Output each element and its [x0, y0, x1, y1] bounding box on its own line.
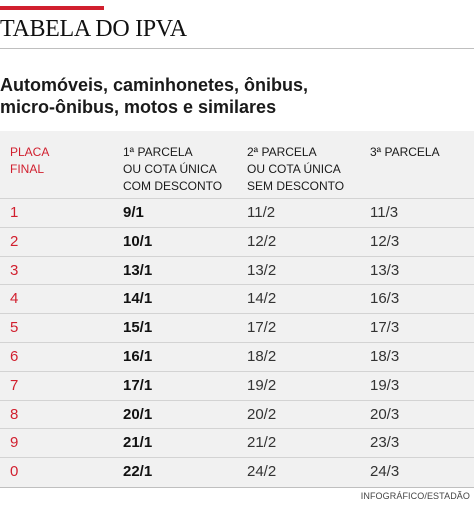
header-text: 2ª PARCELA — [247, 145, 317, 159]
parcela-3-cell: 12/3 — [370, 232, 400, 250]
parcela-1-cell: 16/1 — [123, 347, 153, 365]
parcela-3-cell: 13/3 — [370, 261, 400, 279]
header-placa-final: PLACA FINAL — [10, 144, 49, 178]
parcela-1-cell: 20/1 — [123, 405, 153, 423]
placa-final-cell: 9 — [10, 434, 19, 452]
parcela-2-cell: 19/2 — [247, 376, 277, 394]
header-text: SEM DESCONTO — [247, 179, 345, 193]
title-divider — [0, 48, 474, 49]
placa-final-cell: 6 — [10, 347, 19, 365]
placa-final-cell: 3 — [10, 261, 19, 279]
parcela-1-cell: 22/1 — [123, 463, 153, 481]
credit-line: INFOGRÁFICO/ESTADÃO — [360, 491, 470, 501]
parcela-3-cell: 24/3 — [370, 463, 400, 481]
parcela-1-cell: 13/1 — [123, 261, 153, 279]
table-row: 3 13/1 13/2 13/3 — [0, 255, 474, 285]
placa-final-cell: 0 — [10, 463, 19, 481]
parcela-2-cell: 17/2 — [247, 319, 277, 337]
parcela-3-cell: 17/3 — [370, 319, 400, 337]
accent-bar — [0, 6, 104, 10]
table-row: 9 21/1 21/2 23/3 — [0, 428, 474, 457]
header-text: OU COTA ÚNICA — [247, 162, 341, 176]
placa-final-cell: 5 — [10, 319, 19, 337]
parcela-3-cell: 20/3 — [370, 405, 400, 423]
parcela-1-cell: 9/1 — [123, 204, 144, 221]
parcela-2-cell: 24/2 — [247, 463, 277, 481]
table-subtitle: Automóveis, caminhonetes, ônibus, micro-… — [0, 74, 474, 118]
header-parcela-1: 1ª PARCELA OU COTA ÚNICA COM DESCONTO — [123, 144, 222, 195]
header-text: 1ª PARCELA — [123, 145, 193, 159]
parcela-2-cell: 14/2 — [247, 290, 277, 308]
header-parcela-2: 2ª PARCELA OU COTA ÚNICA SEM DESCONTO — [247, 144, 344, 195]
parcela-2-cell: 21/2 — [247, 434, 277, 452]
parcela-3-cell: 23/3 — [370, 434, 400, 452]
parcela-1-cell: 15/1 — [123, 319, 153, 337]
parcela-2-cell: 18/2 — [247, 347, 277, 365]
parcela-2-cell: 12/2 — [247, 232, 277, 250]
header-text: COM DESCONTO — [123, 179, 223, 193]
page-title: TABELA DO IPVA — [0, 16, 187, 42]
header-text: FINAL — [10, 162, 45, 176]
parcela-1-cell: 17/1 — [123, 376, 153, 394]
placa-final-cell: 8 — [10, 405, 19, 423]
table-row: 5 15/1 17/2 17/3 — [0, 313, 474, 342]
parcela-2-cell: 13/2 — [247, 261, 277, 279]
subtitle-line-1: Automóveis, caminhonetes, ônibus, — [0, 75, 309, 95]
table-row: 8 20/1 20/2 20/3 — [0, 399, 474, 429]
header-text: PLACA — [10, 145, 50, 159]
parcela-2-cell: 20/2 — [247, 405, 277, 423]
header-text: 3ª PARCELA — [370, 145, 440, 159]
table-row: 0 22/1 24/2 24/3 — [0, 457, 474, 486]
parcela-3-cell: 16/3 — [370, 290, 400, 308]
parcela-1-cell: 10/1 — [123, 232, 153, 250]
table-row: 2 10/1 12/2 12/3 — [0, 226, 474, 256]
parcela-3-cell: 19/3 — [370, 376, 400, 394]
placa-final-cell: 7 — [10, 376, 19, 394]
placa-final-cell: 2 — [10, 232, 19, 250]
subtitle-line-2: micro-ônibus, motos e similares — [0, 97, 277, 117]
header-parcela-3: 3ª PARCELA — [370, 144, 440, 161]
table-row: 6 16/1 18/2 18/3 — [0, 341, 474, 371]
table-row: 7 17/1 19/2 19/3 — [0, 370, 474, 400]
placa-final-cell: 1 — [10, 204, 19, 221]
table-row: 4 14/1 14/2 16/3 — [0, 284, 474, 313]
parcela-1-cell: 21/1 — [123, 434, 153, 452]
parcela-2-cell: 11/2 — [247, 204, 276, 221]
header-text: OU COTA ÚNICA — [123, 162, 217, 176]
table-body: 1 9/1 11/2 11/3 2 10/1 12/2 12/3 3 13/1 … — [0, 198, 474, 486]
footer-divider — [0, 487, 474, 488]
parcela-3-cell: 18/3 — [370, 347, 400, 365]
table-row: 1 9/1 11/2 11/3 — [0, 198, 474, 227]
parcela-1-cell: 14/1 — [123, 290, 153, 308]
placa-final-cell: 4 — [10, 290, 19, 308]
parcela-3-cell: 11/3 — [370, 204, 399, 221]
ipva-table: PLACA FINAL 1ª PARCELA OU COTA ÚNICA COM… — [0, 131, 474, 487]
